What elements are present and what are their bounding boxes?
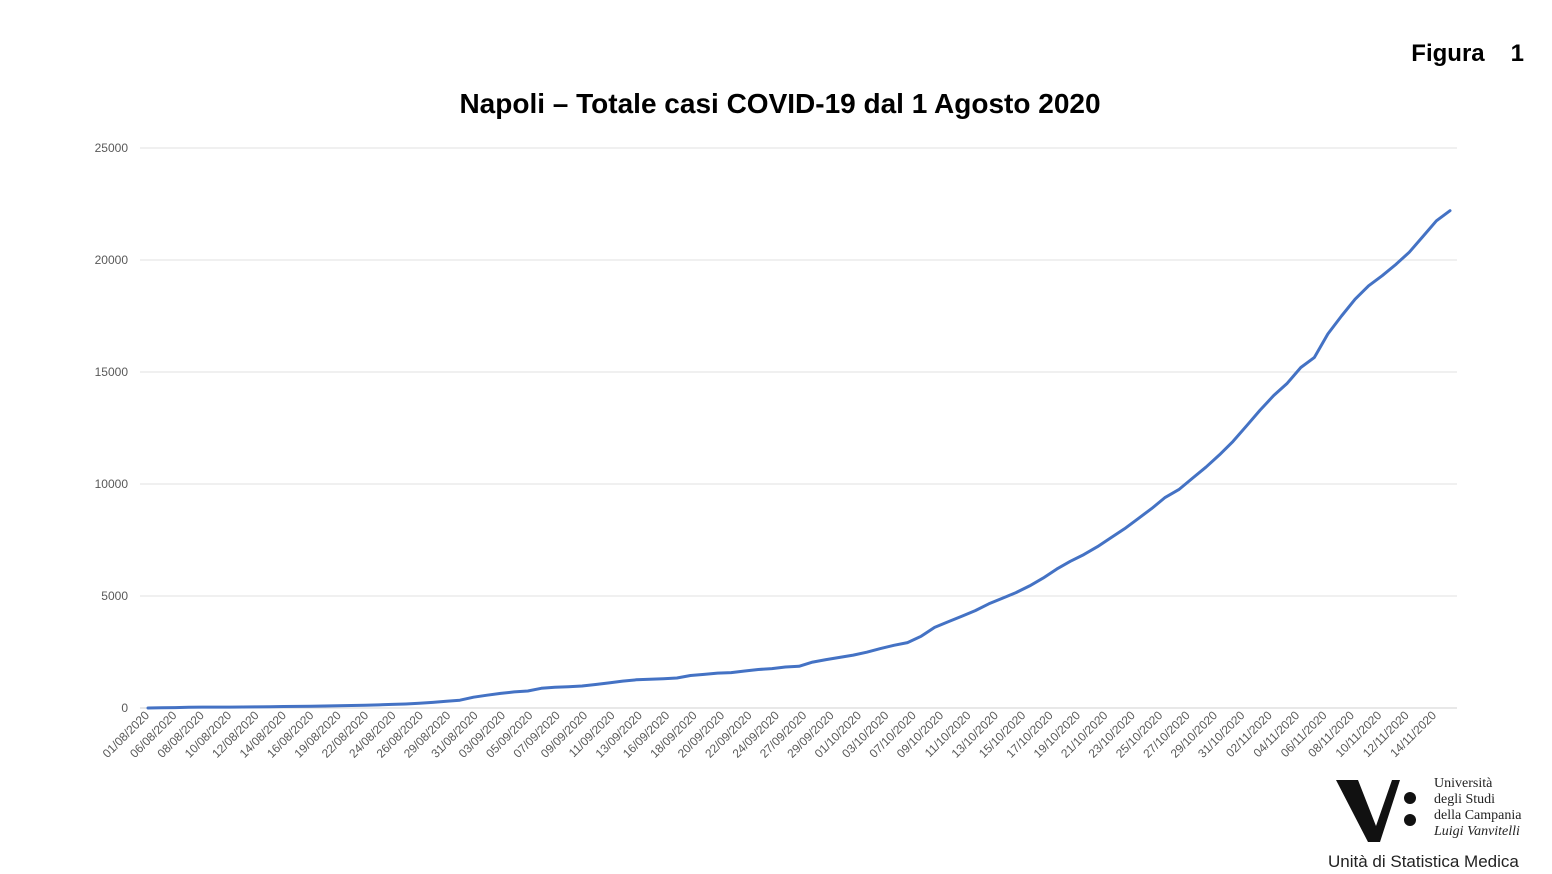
y-tick-label: 0 <box>121 701 128 715</box>
y-tick-label: 10000 <box>95 477 129 491</box>
figure-label-text: Figura <box>1411 40 1485 67</box>
series-line-totale-casi <box>146 209 1452 710</box>
unit-name: Unità di Statistica Medica <box>1328 852 1519 871</box>
y-tick-label: 20000 <box>95 253 129 267</box>
university-name-line3: della Campania <box>1434 808 1522 823</box>
vanvitelli-v-logo-icon <box>1336 780 1416 842</box>
university-name-line2: degli Studi <box>1434 792 1496 807</box>
figure-number: 1 <box>1510 40 1524 67</box>
y-tick-label: 5000 <box>101 589 128 603</box>
y-tick-label: 25000 <box>95 141 129 155</box>
university-name-line4: Luigi Vanvitelli <box>1434 824 1520 839</box>
university-name: Università degli Studi della Campania Lu… <box>1434 776 1521 840</box>
university-logo: Università degli Studi della Campania Lu… <box>1328 774 1544 871</box>
figure-label: Figura 1 <box>1411 40 1524 68</box>
chart-title: Napoli – Totale casi COVID-19 dal 1 Agos… <box>459 88 1101 119</box>
y-tick-label: 15000 <box>95 365 129 379</box>
university-name-line1: Università <box>1434 776 1493 791</box>
